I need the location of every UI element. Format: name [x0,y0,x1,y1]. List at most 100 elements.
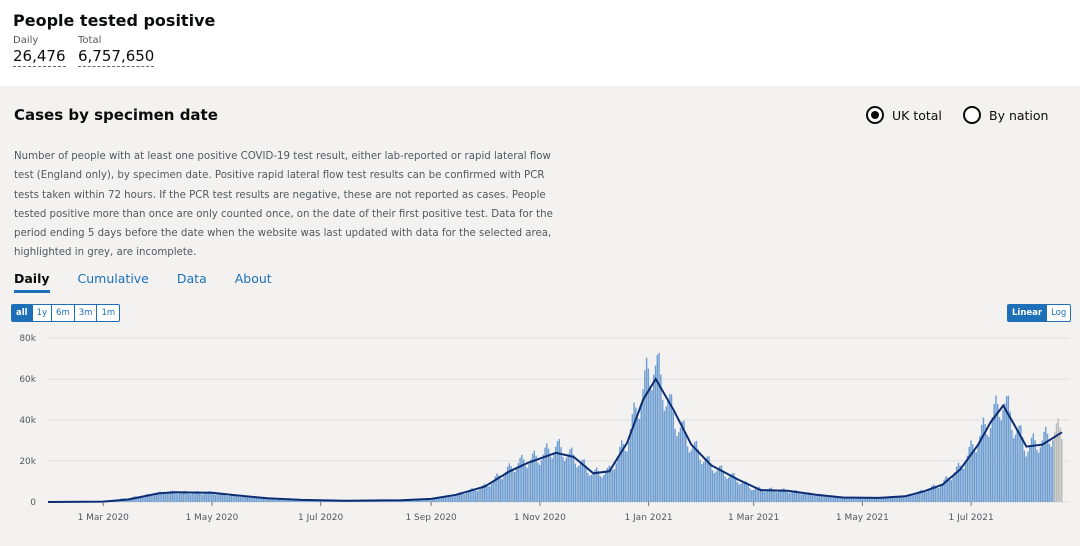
daily-bar [184,490,186,502]
daily-bar [829,496,831,502]
daily-bar [1023,450,1026,502]
daily-bar [426,499,429,502]
radio-uk-total[interactable]: UK total [866,106,942,124]
daily-bar [847,497,849,502]
daily-bar [697,449,699,502]
tab-daily[interactable]: Daily [14,271,50,293]
daily-bar [938,488,940,502]
daily-bar [1021,437,1024,502]
daily-bar [834,496,837,502]
daily-bar [203,493,206,502]
daily-bar [809,493,812,502]
daily-bar [180,492,183,502]
daily-bar [1045,426,1047,502]
range-1y-button[interactable]: 1y [33,305,53,321]
tab-bar: Daily Cumulative Data About [14,271,300,293]
total-value[interactable]: 6,757,650 [78,47,155,67]
tab-cumulative[interactable]: Cumulative [77,271,149,286]
daily-bar [683,420,685,502]
scale-linear-button[interactable]: Linear [1008,305,1048,321]
daily-bar [236,495,238,502]
daily-bar [861,498,863,502]
daily-bar [253,497,256,502]
daily-bar [756,487,758,502]
daily-bar [1039,447,1042,502]
range-all-button[interactable]: all [12,305,33,321]
daily-bar [792,491,794,502]
tab-data[interactable]: Data [176,271,207,286]
daily-bar [658,352,660,502]
x-tick-label: 1 Sep 2020 [405,513,457,523]
daily-bar [250,497,252,502]
tab-about[interactable]: About [234,271,272,286]
headline-title: People tested positive [13,11,216,30]
daily-bar [857,496,860,502]
daily-bar [720,465,723,502]
daily-bar [608,465,610,502]
daily-bar [622,443,625,502]
daily-bar [1048,443,1051,502]
daily-bar [456,493,459,502]
daily-bar [571,447,573,502]
daily-bar [695,440,698,502]
daily-bar [795,490,798,502]
daily-bar [1041,440,1043,502]
daily-bar [815,495,817,502]
daily-bar [287,499,290,502]
daily-bar [734,477,737,502]
daily-bar [193,492,195,502]
daily-bar [239,497,242,502]
daily-bar [1018,425,1020,502]
daily-bar [578,465,580,502]
daily-bar [565,457,568,502]
daily-bar [1025,456,1027,502]
daily-bar [661,399,664,502]
daily-bar [934,485,937,502]
daily-bar [793,490,796,502]
daily-bar [920,489,922,502]
daily-bar [996,404,999,502]
daily-bar [487,486,489,502]
daily-bar [1007,395,1010,502]
daily-bar [907,494,910,502]
daily-bar [979,435,981,502]
daily-value[interactable]: 26,476 [13,47,66,67]
daily-bar [414,500,416,502]
range-3m-button[interactable]: 3m [75,305,98,321]
daily-bar [298,499,300,502]
daily-bar [152,495,154,502]
scale-log-button[interactable]: Log [1051,308,1067,318]
daily-bar [515,468,518,502]
daily-bar [685,432,687,502]
daily-bar [563,460,566,502]
daily-bar [512,470,514,502]
daily-bar [733,473,735,502]
daily-bar [893,496,896,502]
daily-bar [1027,451,1029,502]
daily-bar [508,463,511,502]
daily-bar [1032,433,1035,502]
daily-bar [752,490,755,502]
daily-bar [291,499,293,502]
daily-bar [852,497,855,502]
radio-by-nation[interactable]: By nation [963,106,1048,124]
range-1m-button[interactable]: 1m [101,308,116,318]
daily-bar [1020,425,1022,502]
daily-bar [649,385,651,502]
daily-bar [884,497,887,502]
daily-bar [663,410,666,502]
daily-bar [606,467,609,502]
daily-bar [137,497,140,502]
daily-bar [161,492,163,502]
card-title: Cases by specimen date [14,106,218,124]
daily-bar [957,462,960,502]
daily-bar [244,495,247,502]
range-6m-button[interactable]: 6m [52,305,75,321]
daily-bar [465,492,468,502]
daily-bar [913,495,915,502]
daily-bar [701,464,703,502]
x-tick-label: 1 Mar 2021 [728,513,779,523]
daily-bar [480,487,482,502]
daily-bar [995,395,997,502]
radio-unselected-icon [963,106,981,124]
